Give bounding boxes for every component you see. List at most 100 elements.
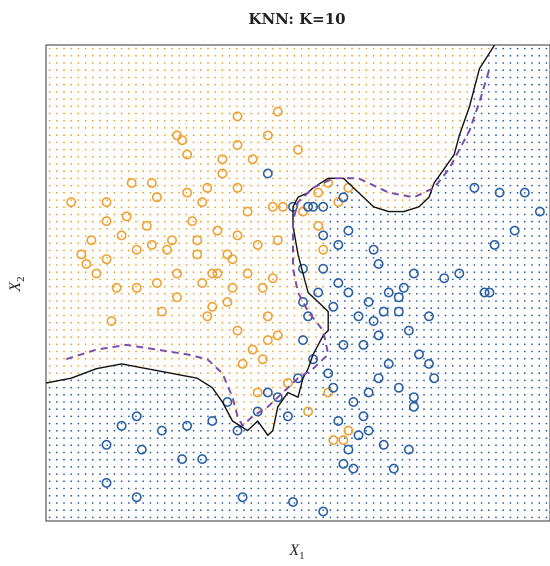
grid-dot-orange (106, 127, 109, 129)
grid-dot-orange (271, 307, 274, 310)
grid-dot-blue (437, 502, 440, 504)
grid-dot-orange (271, 372, 274, 375)
grid-dot-blue (394, 401, 397, 403)
grid-dot-blue (293, 401, 296, 403)
grid-dot-orange (207, 372, 209, 375)
grid-dot-orange (394, 163, 397, 165)
grid-dot-orange (185, 357, 188, 360)
grid-dot-orange (149, 112, 152, 115)
grid-dot-blue (156, 415, 159, 418)
grid-dot-blue (495, 112, 497, 115)
grid-dot-blue (329, 466, 332, 468)
grid-dot-orange (156, 264, 159, 266)
grid-dot-blue (343, 235, 346, 238)
grid-dot-orange (55, 127, 58, 129)
grid-dot-orange (84, 199, 87, 202)
grid-dot-orange (444, 141, 447, 144)
point-blue (318, 201, 329, 212)
grid-dot-blue (480, 170, 483, 173)
grid-dot-orange (322, 329, 325, 331)
grid-dot-blue (171, 458, 173, 461)
grid-dot-orange (279, 357, 281, 360)
grid-dot-blue (300, 451, 303, 454)
grid-dot-blue (451, 429, 454, 432)
grid-dot-blue (135, 401, 137, 403)
grid-dot-blue (358, 494, 361, 497)
grid-dot-orange (401, 69, 404, 72)
grid-dot-blue (178, 494, 181, 497)
grid-dot-orange (214, 127, 217, 129)
grid-dot-orange (55, 307, 58, 310)
grid-dot-blue (430, 300, 433, 302)
grid-dot-blue (487, 213, 490, 216)
grid-dot-blue (199, 494, 202, 497)
grid-dot-orange (444, 112, 447, 115)
grid-dot-orange (142, 148, 145, 151)
grid-dot-blue (430, 343, 433, 346)
grid-dot-blue (394, 321, 397, 324)
grid-dot-orange (171, 314, 173, 317)
grid-dot-orange (127, 47, 130, 50)
grid-dot-blue (451, 300, 454, 302)
grid-dot-orange (372, 98, 375, 100)
grid-dot-orange (228, 372, 231, 375)
grid-dot-blue (495, 170, 497, 173)
grid-dot-blue (509, 213, 512, 216)
grid-dot-blue (171, 516, 173, 519)
grid-dot-blue (516, 343, 519, 346)
grid-dot-orange (235, 336, 238, 338)
grid-dot-blue (77, 401, 80, 403)
grid-dot-blue (516, 235, 519, 238)
grid-dot-blue (343, 321, 346, 324)
grid-dot-blue (480, 91, 483, 93)
grid-dot-blue (423, 213, 425, 216)
grid-dot-orange (243, 292, 245, 295)
grid-dot-orange (106, 285, 109, 288)
grid-dot-orange (63, 177, 65, 180)
grid-dot-orange (300, 69, 303, 72)
grid-dot-blue (480, 191, 483, 194)
grid-dot-orange (214, 98, 217, 100)
grid-dot-blue (531, 213, 533, 216)
grid-dot-orange (271, 141, 274, 144)
grid-dot-orange (214, 148, 217, 151)
grid-dot-orange (48, 69, 51, 72)
grid-dot-orange (135, 127, 137, 129)
grid-dot-blue (480, 256, 483, 259)
grid-dot-blue (135, 444, 137, 447)
grid-dot-blue (207, 509, 209, 512)
grid-dot-orange (199, 329, 202, 331)
grid-dot-orange (315, 54, 317, 57)
grid-dot-orange (257, 393, 260, 396)
grid-dot-blue (415, 386, 418, 389)
grid-dot-orange (214, 256, 217, 259)
grid-dot-blue (336, 235, 339, 238)
grid-dot-blue (70, 466, 73, 468)
grid-dot-orange (221, 47, 224, 50)
grid-dot-orange (293, 285, 296, 288)
grid-dot-orange (250, 242, 253, 245)
grid-dot-orange (401, 177, 404, 180)
grid-dot-orange (142, 127, 145, 129)
grid-dot-blue (163, 444, 166, 447)
grid-dot-blue (279, 429, 281, 432)
grid-dot-orange (63, 300, 65, 302)
grid-dot-blue (487, 350, 490, 353)
grid-dot-blue (538, 401, 541, 403)
grid-dot-orange (264, 228, 267, 230)
grid-dot-orange (77, 83, 80, 86)
grid-dot-blue (401, 422, 404, 425)
grid-dot-orange (127, 271, 130, 274)
grid-dot-blue (185, 451, 188, 454)
grid-dot-orange (286, 357, 289, 360)
grid-dot-orange (221, 69, 224, 72)
grid-dot-blue (473, 365, 476, 367)
point-blue (136, 444, 147, 455)
grid-dot-blue (487, 357, 490, 360)
grid-dot-orange (343, 76, 346, 79)
grid-dot-orange (120, 228, 123, 230)
grid-dot-orange (279, 199, 281, 202)
grid-dot-blue (271, 494, 274, 497)
grid-dot-orange (235, 264, 238, 266)
grid-dot-blue (156, 437, 159, 439)
